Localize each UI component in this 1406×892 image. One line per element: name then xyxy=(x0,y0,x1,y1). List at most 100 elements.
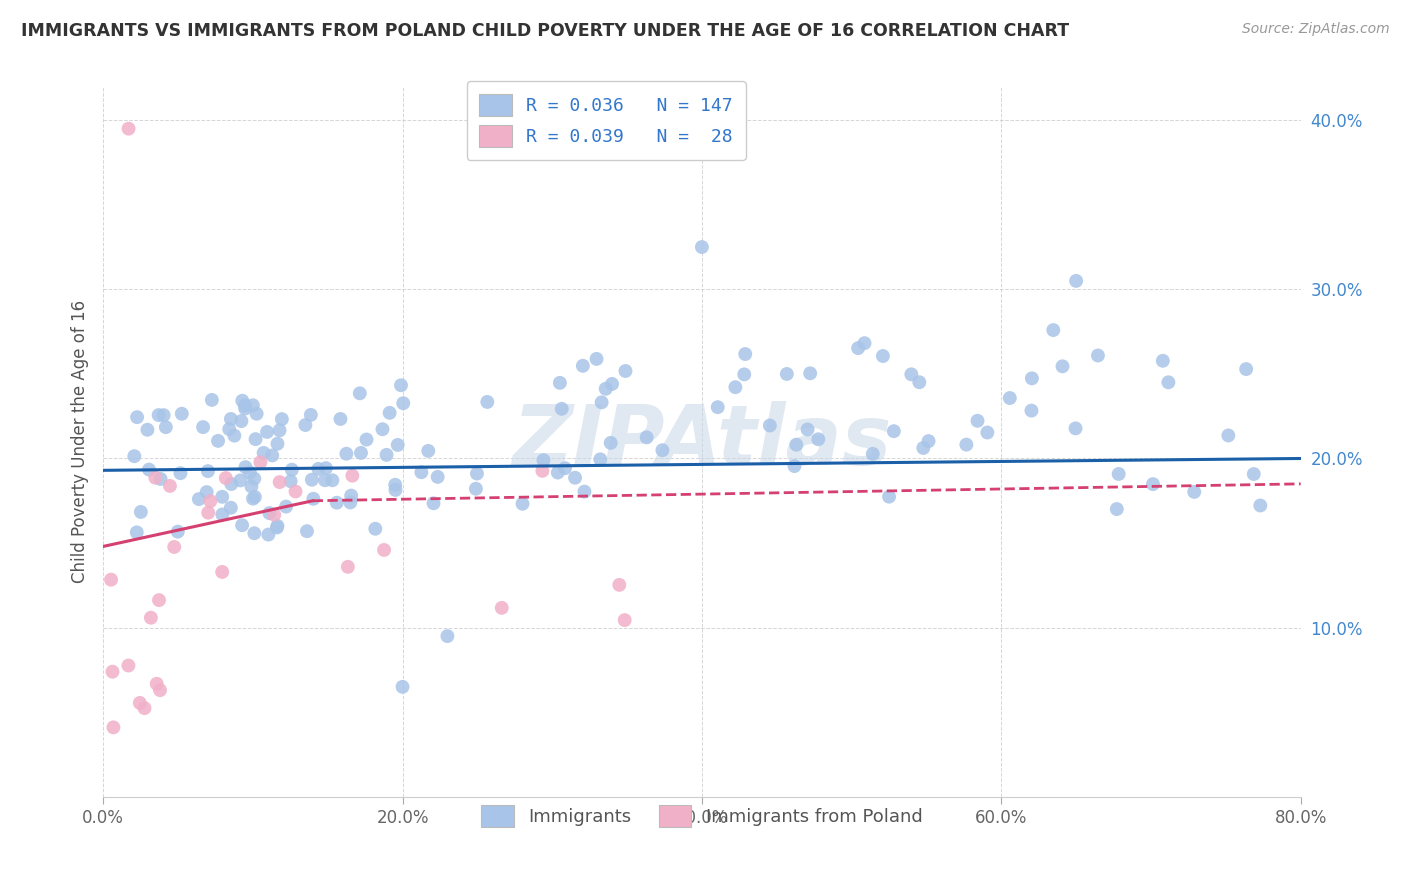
Point xyxy=(266,519,288,533)
Point xyxy=(785,438,807,452)
Point xyxy=(877,490,900,504)
Point xyxy=(1152,353,1174,368)
Point xyxy=(170,407,193,421)
Point xyxy=(159,479,181,493)
Point xyxy=(257,527,280,541)
Point xyxy=(155,420,177,434)
Point xyxy=(242,491,264,506)
Point xyxy=(533,453,555,467)
Point xyxy=(163,540,186,554)
Point xyxy=(233,398,256,412)
Point xyxy=(564,471,586,485)
Point xyxy=(1064,274,1087,288)
Point xyxy=(211,565,233,579)
Point xyxy=(231,518,253,533)
Point xyxy=(846,341,869,355)
Point xyxy=(259,506,281,520)
Point xyxy=(998,391,1021,405)
Point xyxy=(128,696,150,710)
Point xyxy=(197,464,219,478)
Point xyxy=(284,484,307,499)
Legend: Immigrants, Immigrants from Poland: Immigrants, Immigrants from Poland xyxy=(474,797,929,834)
Point xyxy=(595,382,617,396)
Point xyxy=(807,432,830,446)
Point xyxy=(148,593,170,607)
Point xyxy=(269,423,291,437)
Point xyxy=(350,446,373,460)
Point xyxy=(912,441,935,455)
Point xyxy=(690,240,713,254)
Point xyxy=(266,520,288,534)
Point xyxy=(591,395,613,409)
Point xyxy=(145,677,167,691)
Point xyxy=(240,479,263,493)
Point xyxy=(148,408,170,422)
Point xyxy=(917,434,939,448)
Point xyxy=(281,463,304,477)
Point xyxy=(152,408,174,422)
Point xyxy=(339,495,361,509)
Point xyxy=(274,500,297,514)
Point xyxy=(195,485,218,500)
Point xyxy=(200,494,222,508)
Point xyxy=(243,472,266,486)
Point xyxy=(197,506,219,520)
Point xyxy=(242,398,264,412)
Point xyxy=(554,461,576,475)
Point xyxy=(149,683,172,698)
Point xyxy=(613,613,636,627)
Point xyxy=(371,422,394,436)
Point xyxy=(307,462,329,476)
Point xyxy=(301,473,323,487)
Point xyxy=(651,443,673,458)
Point xyxy=(335,447,357,461)
Point xyxy=(356,433,378,447)
Point xyxy=(551,401,574,416)
Point xyxy=(211,508,233,522)
Point xyxy=(139,611,162,625)
Point xyxy=(231,414,253,428)
Point xyxy=(215,471,238,485)
Point xyxy=(955,437,977,451)
Text: Source: ZipAtlas.com: Source: ZipAtlas.com xyxy=(1241,22,1389,37)
Point xyxy=(796,422,818,436)
Point xyxy=(1108,467,1130,481)
Text: IMMIGRANTS VS IMMIGRANTS FROM POLAND CHILD POVERTY UNDER THE AGE OF 16 CORRELATI: IMMIGRANTS VS IMMIGRANTS FROM POLAND CHI… xyxy=(21,22,1069,40)
Point xyxy=(464,482,486,496)
Point xyxy=(349,386,371,401)
Point xyxy=(465,467,488,481)
Point xyxy=(600,376,623,391)
Point xyxy=(1042,323,1064,337)
Point xyxy=(231,393,253,408)
Point xyxy=(391,680,413,694)
Point xyxy=(143,471,166,485)
Point xyxy=(966,414,988,428)
Point xyxy=(418,443,440,458)
Point xyxy=(302,491,325,506)
Point xyxy=(187,492,209,507)
Point xyxy=(294,417,316,432)
Point xyxy=(166,524,188,539)
Point xyxy=(776,367,799,381)
Point xyxy=(364,522,387,536)
Point xyxy=(1064,421,1087,435)
Point xyxy=(235,460,257,475)
Point xyxy=(900,368,922,382)
Point xyxy=(211,490,233,504)
Point xyxy=(239,466,262,480)
Point xyxy=(862,447,884,461)
Point xyxy=(706,400,728,414)
Point xyxy=(321,473,343,487)
Point xyxy=(378,406,401,420)
Point xyxy=(392,396,415,410)
Point xyxy=(477,395,499,409)
Point xyxy=(219,500,242,515)
Point xyxy=(243,490,266,504)
Point xyxy=(572,359,595,373)
Point xyxy=(218,422,240,436)
Point xyxy=(375,448,398,462)
Point xyxy=(872,349,894,363)
Point xyxy=(233,401,256,416)
Point xyxy=(389,378,412,392)
Point xyxy=(512,497,534,511)
